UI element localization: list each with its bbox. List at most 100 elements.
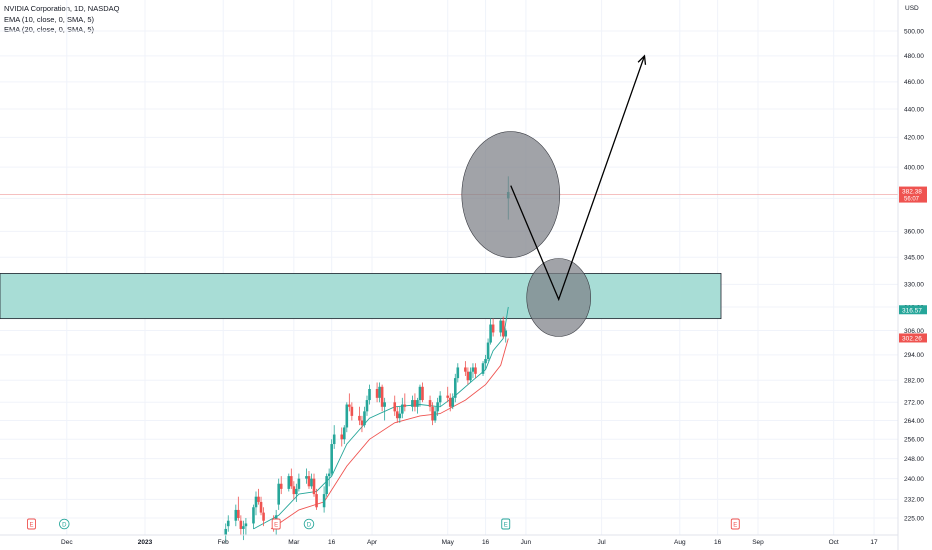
- candle-body: [295, 488, 298, 495]
- time-tick-label: Apr: [367, 539, 378, 546]
- price-tick-label: 330.00: [904, 282, 924, 289]
- candle-body: [464, 367, 467, 372]
- price-tick-label: 500.00: [904, 28, 924, 35]
- candle-body: [345, 404, 349, 428]
- candle-body: [499, 320, 502, 333]
- event-marker-label: D: [62, 522, 67, 528]
- time-tick-label: 16: [482, 539, 490, 546]
- candle-body: [254, 496, 258, 508]
- ema20-line: [270, 338, 509, 530]
- candle-body: [504, 330, 508, 337]
- price-label-box: [899, 305, 927, 315]
- price-tick-label: 460.00: [904, 79, 924, 86]
- currency-label: USD: [905, 5, 919, 12]
- candle-body: [471, 367, 475, 372]
- price-tick-label: 282.00: [904, 378, 924, 385]
- time-tick-label: Mar: [288, 539, 300, 546]
- candle-body: [322, 494, 326, 508]
- candle-body: [257, 496, 260, 502]
- candle-body: [252, 507, 255, 524]
- price-label-text: 382.38: [902, 189, 922, 196]
- candle-body: [305, 476, 308, 479]
- price-tick-label: 256.00: [904, 437, 924, 444]
- candle-body: [469, 371, 472, 381]
- projection-circle-top: [461, 131, 561, 258]
- candle-body: [224, 528, 228, 535]
- ema10-line: [253, 306, 509, 530]
- candle-body: [431, 406, 434, 421]
- time-tick-label: Aug: [674, 539, 686, 546]
- price-tick-label: 306.00: [904, 328, 924, 335]
- time-tick-label: May: [442, 539, 455, 546]
- candle-body: [433, 411, 437, 421]
- candle-body: [365, 400, 369, 412]
- candle-body: [312, 478, 316, 495]
- price-tick-label: 248.00: [904, 456, 924, 463]
- time-tick-label: Oct: [829, 539, 839, 546]
- candle-body: [403, 404, 407, 407]
- time-tick-label: 17: [870, 539, 878, 546]
- candle-body: [453, 378, 457, 398]
- candle-body: [466, 371, 470, 381]
- price-tick-label: 480.00: [904, 53, 924, 60]
- earnings-marker: [271, 518, 281, 530]
- earnings-marker: [501, 518, 511, 530]
- candle-body: [375, 388, 379, 398]
- candle-body: [436, 402, 439, 412]
- candle-body: [290, 476, 293, 487]
- price-tick-label: 440.00: [904, 106, 924, 113]
- candle-body: [395, 411, 399, 419]
- candle-body: [401, 404, 404, 414]
- candle-body: [279, 483, 283, 489]
- candle-body: [348, 404, 351, 407]
- legend-ema10: EMA (10, close, 0, SMA, 5): [4, 14, 95, 24]
- price-tick-label: 360.00: [904, 229, 924, 236]
- candle-body: [330, 444, 333, 474]
- candle-body: [244, 523, 248, 527]
- time-tick-label: Jul: [597, 539, 606, 546]
- time-tick-label: Feb: [218, 539, 230, 546]
- price-tick-label: 400.00: [904, 164, 924, 171]
- candle-body: [416, 400, 419, 407]
- price-tick-label: 420.00: [904, 135, 924, 142]
- price-label-box: [899, 333, 927, 343]
- candle-body: [413, 400, 417, 407]
- candle-body: [262, 512, 265, 521]
- candle-body: [239, 520, 243, 529]
- time-tick-label: Sep: [752, 539, 764, 546]
- candle-body: [474, 367, 477, 374]
- candle-body: [360, 420, 364, 426]
- time-tick-label: 2023: [138, 539, 153, 546]
- price-label-countdown: 56:07: [904, 197, 920, 203]
- candle-body: [234, 509, 238, 521]
- candle-body: [456, 367, 460, 379]
- candle-body: [421, 386, 424, 401]
- time-tick-label: 16: [714, 539, 722, 546]
- event-marker-label: E: [29, 522, 33, 528]
- time-tick-label: Jun: [521, 539, 532, 546]
- time-tick-label: Dec: [61, 539, 73, 546]
- candle-body: [489, 324, 492, 343]
- candle-body: [393, 402, 397, 412]
- projection-arrow: [510, 55, 646, 302]
- event-marker-label: E: [274, 522, 278, 528]
- support-zone: [0, 273, 722, 320]
- price-label-box: [899, 186, 927, 203]
- candle-body: [451, 397, 455, 407]
- price-label-text: 302.26: [902, 335, 922, 342]
- candle-body: [481, 363, 485, 374]
- price-tick-label: 272.00: [904, 400, 924, 407]
- event-marker-label: D: [307, 522, 312, 528]
- candle-body: [226, 520, 230, 527]
- candle-body: [501, 320, 505, 337]
- candle-body: [310, 478, 313, 487]
- dividend-marker: [59, 518, 70, 530]
- arrow-head-icon: [637, 54, 647, 65]
- price-tick-label: 264.00: [904, 418, 924, 425]
- candle-body: [342, 427, 346, 440]
- price-tick-label: 225.00: [904, 515, 924, 522]
- candle-body: [428, 400, 432, 407]
- candle-body: [259, 501, 263, 513]
- time-tick-label: 16: [328, 539, 336, 546]
